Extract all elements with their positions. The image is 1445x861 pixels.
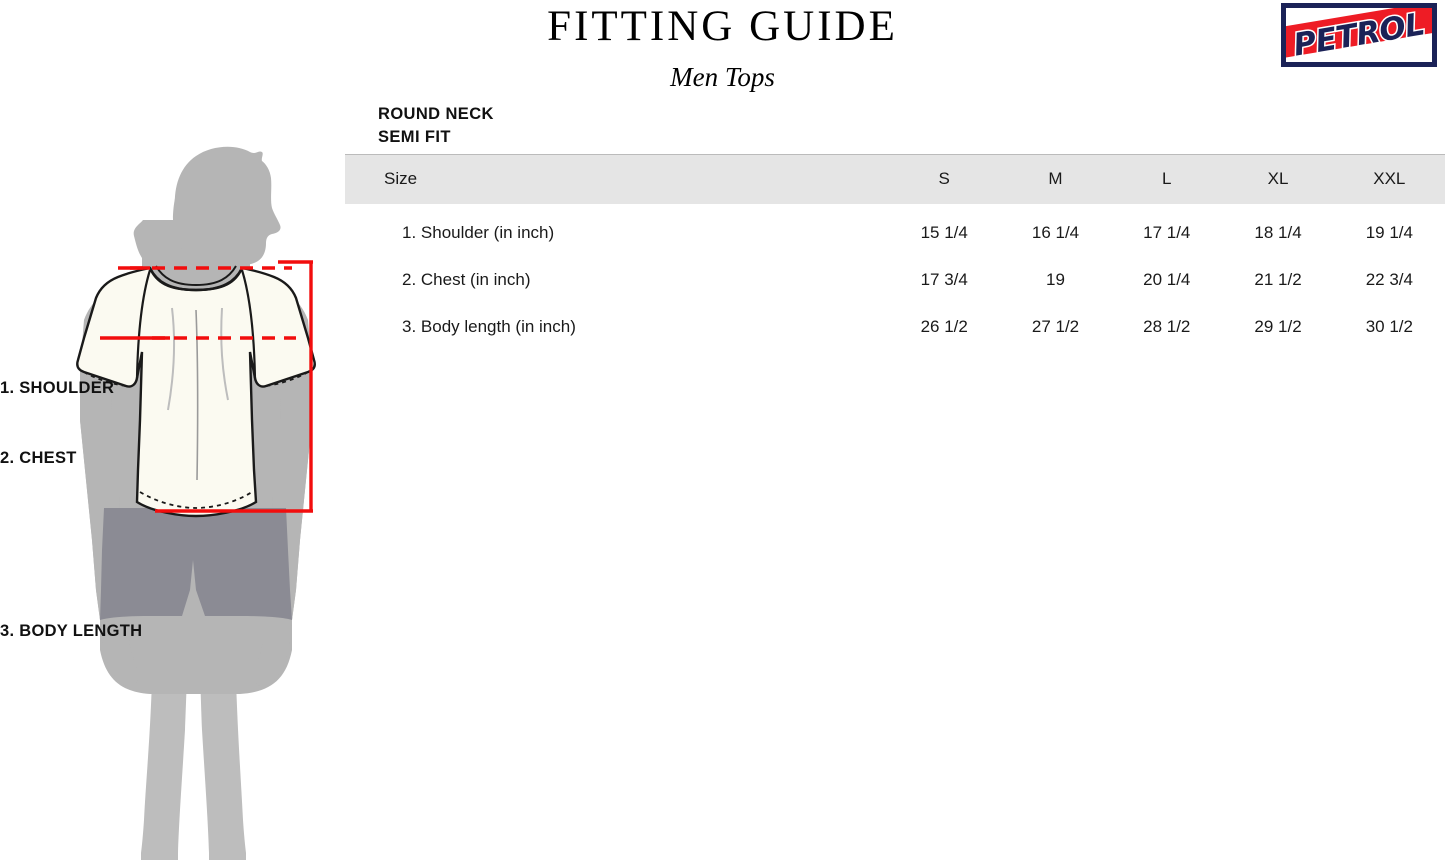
cell-shoulder-m: 16 1/4: [1031, 223, 1080, 242]
figure-svg: [76, 146, 316, 860]
cell-chest-xxl: 22 3/4: [1365, 270, 1413, 289]
cell-body-length-xl: 29 1/2: [1254, 317, 1302, 336]
cell-chest-m: 19: [1046, 270, 1065, 289]
fit-name-label: SEMI FIT: [378, 128, 451, 146]
page-subtitle: Men Tops: [670, 62, 775, 92]
cell-shoulder-l: 17 1/4: [1143, 223, 1191, 242]
logo-wordmark: PETROL: [1289, 8, 1428, 62]
measurement-guide-lines: [100, 260, 313, 513]
header-cell-m: M: [1048, 169, 1063, 188]
size-chart-body: 1. Shoulder (in inch) 15 1/4 16 1/4 17 1…: [345, 204, 1445, 350]
header-cell-xl: XL: [1267, 169, 1289, 188]
header-cell-l: L: [1162, 169, 1172, 188]
row-label-shoulder: 1. Shoulder (in inch): [402, 223, 555, 242]
cell-chest-s: 17 3/4: [920, 270, 968, 289]
size-chart-table: Size S M L XL XXL 1. Shoulder (in inch) …: [345, 154, 1445, 350]
row-label-body-length: 3. Body length (in inch): [402, 317, 576, 336]
table-row: 3. Body length (in inch) 26 1/2 27 1/2 2…: [345, 303, 1445, 350]
cell-shoulder-s: 15 1/4: [920, 223, 968, 242]
header-cell-size: Size: [384, 169, 418, 188]
shorts: [100, 508, 292, 620]
cell-body-length-xxl: 30 1/2: [1365, 317, 1413, 336]
cell-shoulder-xl: 18 1/4: [1254, 223, 1302, 242]
measurement-label-shoulder: 1. SHOULDER: [0, 379, 115, 397]
table-row: 1. Shoulder (in inch) 15 1/4 16 1/4 17 1…: [345, 204, 1445, 256]
header-cell-s: S: [938, 169, 950, 188]
neck-type-label: ROUND NECK: [378, 105, 494, 123]
cell-body-length-s: 26 1/2: [920, 317, 968, 336]
page-title: FITTING GUIDE: [547, 3, 898, 50]
logo-inner-panel: PETROL: [1286, 8, 1432, 62]
cell-chest-l: 20 1/4: [1143, 270, 1191, 289]
size-chart-header: Size S M L XL XXL: [345, 154, 1445, 204]
cell-body-length-m: 27 1/2: [1031, 317, 1080, 336]
cell-body-length-l: 28 1/2: [1143, 317, 1191, 336]
measurement-label-chest: 2. CHEST: [0, 449, 77, 467]
petrol-brand-logo: PETROL: [1281, 3, 1437, 67]
table-row: 2. Chest (in inch) 17 3/4 19 20 1/4 21 1…: [345, 256, 1445, 303]
measurement-label-body-length: 3. BODY LENGTH: [0, 622, 143, 640]
row-label-chest: 2. Chest (in inch): [402, 270, 531, 289]
header-cell-xxl: XXL: [1373, 169, 1406, 188]
head-silhouette: [174, 146, 281, 282]
cell-chest-xl: 21 1/2: [1254, 270, 1302, 289]
cell-shoulder-xxl: 19 1/4: [1365, 223, 1413, 242]
table-header-row: Size S M L XL XXL: [345, 154, 1445, 204]
fit-type-block: ROUND NECK SEMI FIT: [378, 103, 494, 149]
measurement-figure-illustration: 1. SHOULDER 2. CHEST 3. BODY LENGTH: [0, 120, 345, 861]
